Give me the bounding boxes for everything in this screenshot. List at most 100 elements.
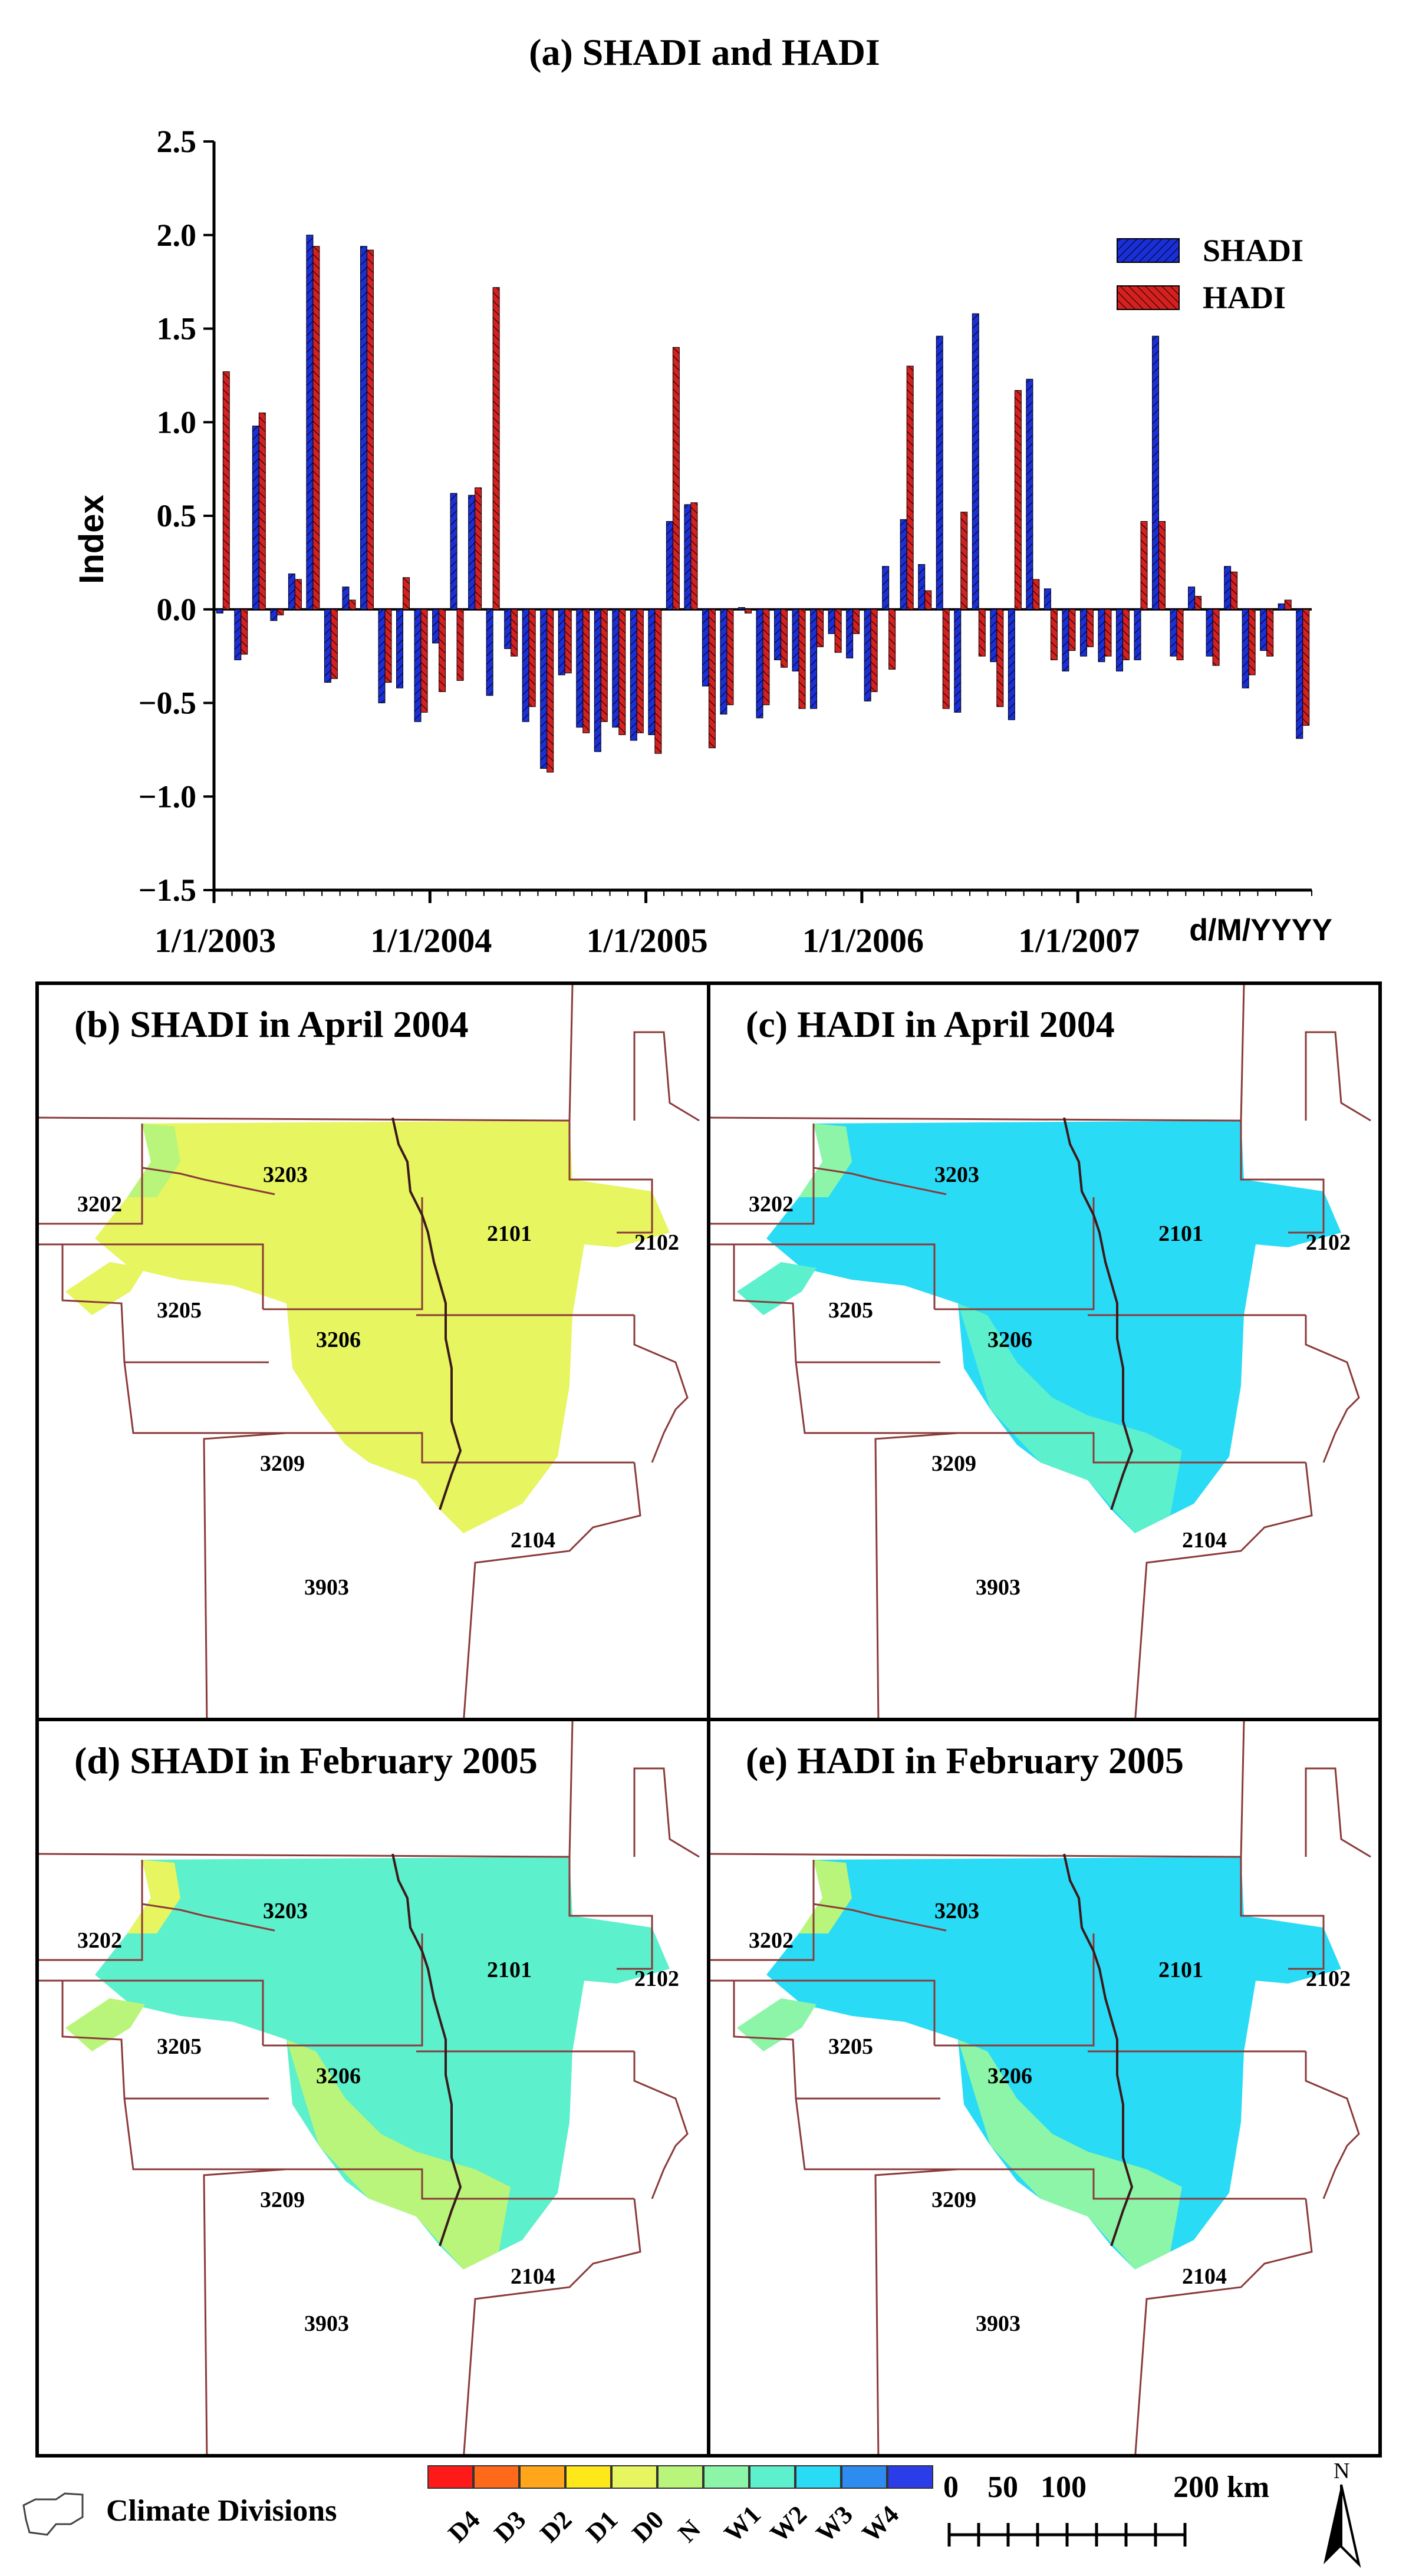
division-label-3206: 3206	[987, 2064, 1032, 2089]
bar-shadi-50	[1116, 609, 1123, 672]
legend-label-w4: W4	[856, 2500, 905, 2548]
legend-swatch-class-1	[473, 2465, 519, 2489]
division-label-2101: 2101	[487, 1958, 532, 1982]
map-panel-shadi-april-2004: (b) SHADI in April 2004 3202 3203 2101 2102…	[35, 981, 710, 1721]
division-boundary	[39, 1167, 275, 1225]
river-boundary	[1063, 1117, 1134, 1510]
bar-shadi-31	[774, 609, 782, 660]
bar-hadi-4	[294, 579, 302, 610]
bar-hadi-25	[672, 347, 680, 610]
bar-hadi-31	[781, 609, 788, 668]
index-region-south	[287, 1303, 511, 1533]
bar-shadi-53	[1170, 609, 1177, 657]
river-boundary	[391, 1117, 462, 1510]
bar-shadi-1	[234, 609, 242, 660]
bar-shadi-48	[1079, 609, 1087, 657]
bar-hadi-47	[1068, 609, 1076, 651]
bar-shadi-21	[594, 609, 601, 752]
bar-hadi-36	[870, 609, 878, 692]
bar-shadi-5	[306, 235, 314, 610]
bar-shadi-20	[576, 609, 584, 728]
bar-shadi-23	[630, 609, 637, 741]
bar-hadi-24	[654, 609, 662, 754]
division-label-3205: 3205	[828, 2034, 873, 2059]
division-boundary	[287, 2168, 634, 2200]
bar-hadi-54	[1194, 596, 1202, 610]
map-panel-hadi-february-2005: (e) HADI in February 2005 3202 3203 2101 21…	[707, 1718, 1382, 2458]
legend-label-n: N	[672, 2514, 706, 2548]
bar-shadi-9	[378, 609, 386, 703]
bar-hadi-59	[1284, 599, 1292, 610]
division-boundary	[934, 1933, 1095, 2047]
bar-shadi-34	[828, 609, 835, 634]
bar-shadi-45	[1026, 378, 1033, 610]
division-label-3209: 3209	[260, 1451, 305, 1476]
division-boundary	[874, 1432, 959, 1718]
legend-swatch-class-4	[611, 2465, 657, 2489]
index-region-main	[766, 1857, 1341, 2269]
bar-hadi-40	[942, 609, 950, 709]
bar-shadi-30	[756, 609, 763, 719]
index-region-west	[737, 1262, 817, 1315]
bar-shadi-59	[1278, 603, 1285, 610]
bar-shadi-0	[216, 609, 223, 614]
bar-hadi-38	[906, 365, 914, 610]
bar-shadi-55	[1206, 609, 1213, 657]
division-label-3903: 3903	[976, 1575, 1020, 1600]
division-label-2101: 2101	[487, 1221, 532, 1246]
bar-hadi-29	[744, 609, 752, 614]
division-boundary	[123, 2098, 287, 2170]
bar-hadi-48	[1086, 609, 1094, 647]
division-label-2102: 2102	[1306, 1966, 1351, 1991]
bar-hadi-30	[762, 609, 770, 706]
bar-hadi-11	[420, 609, 428, 713]
division-label-3203: 3203	[934, 1162, 979, 1187]
bar-hadi-32	[798, 609, 806, 709]
bar-shadi-47	[1062, 609, 1069, 672]
index-region-northwest	[127, 1124, 180, 1197]
division-boundary	[710, 1979, 936, 2045]
bar-hadi-5	[312, 246, 320, 610]
river-boundary	[391, 1853, 462, 2246]
y-tick-label: −0.5	[139, 686, 196, 721]
bar-hadi-6	[330, 609, 338, 679]
division-boundary	[934, 1197, 1095, 1310]
bar-hadi-1	[241, 609, 248, 655]
y-tick-label: 2.0	[157, 218, 197, 253]
map-svg	[710, 985, 1371, 1718]
division-label-2104: 2104	[1182, 2264, 1227, 2289]
y-tick-label: −1.5	[139, 872, 196, 908]
bar-hadi-21	[600, 609, 608, 722]
bar-shadi-26	[684, 504, 692, 610]
division-label-3202: 3202	[77, 1192, 122, 1217]
bar-hadi-14	[475, 487, 482, 610]
bar-hadi-39	[924, 590, 932, 610]
bar-shadi-17	[522, 609, 529, 722]
bar-shadi-37	[882, 566, 890, 610]
climate-divisions-label: Climate Divisions	[106, 2494, 337, 2528]
division-boundary	[61, 1981, 269, 2100]
bar-shadi-8	[360, 246, 367, 610]
division-boundary	[710, 1903, 947, 1961]
index-region-west	[65, 1262, 145, 1315]
division-boundary	[203, 1432, 287, 1718]
y-axis-label: Index	[73, 495, 111, 584]
division-boundary	[710, 1243, 936, 1309]
division-boundary	[203, 2168, 287, 2454]
division-boundary	[39, 1243, 264, 1309]
bar-hadi-58	[1266, 609, 1274, 657]
legend-swatch-shadi	[1117, 238, 1180, 263]
bar-shadi-25	[666, 521, 673, 610]
river-boundary	[1063, 1853, 1134, 2246]
bar-shadi-54	[1188, 587, 1196, 610]
legend-swatch-class-0	[427, 2465, 473, 2489]
bar-chart: 2.5 2.0 1.5 1.0 0.5 0.0 −0.5 −1.0 −1.5 Index 1/1/2…	[73, 124, 1332, 960]
division-boundary	[123, 1362, 287, 1434]
legend-swatch-class-6	[703, 2465, 749, 2489]
map-svg	[39, 985, 700, 1718]
bar-hadi-53	[1176, 609, 1184, 660]
division-label-3203: 3203	[934, 1899, 979, 1923]
bar-hadi-60	[1302, 609, 1310, 726]
y-tick-label: 1.0	[157, 404, 197, 440]
y-tick-label: 2.5	[157, 124, 197, 159]
